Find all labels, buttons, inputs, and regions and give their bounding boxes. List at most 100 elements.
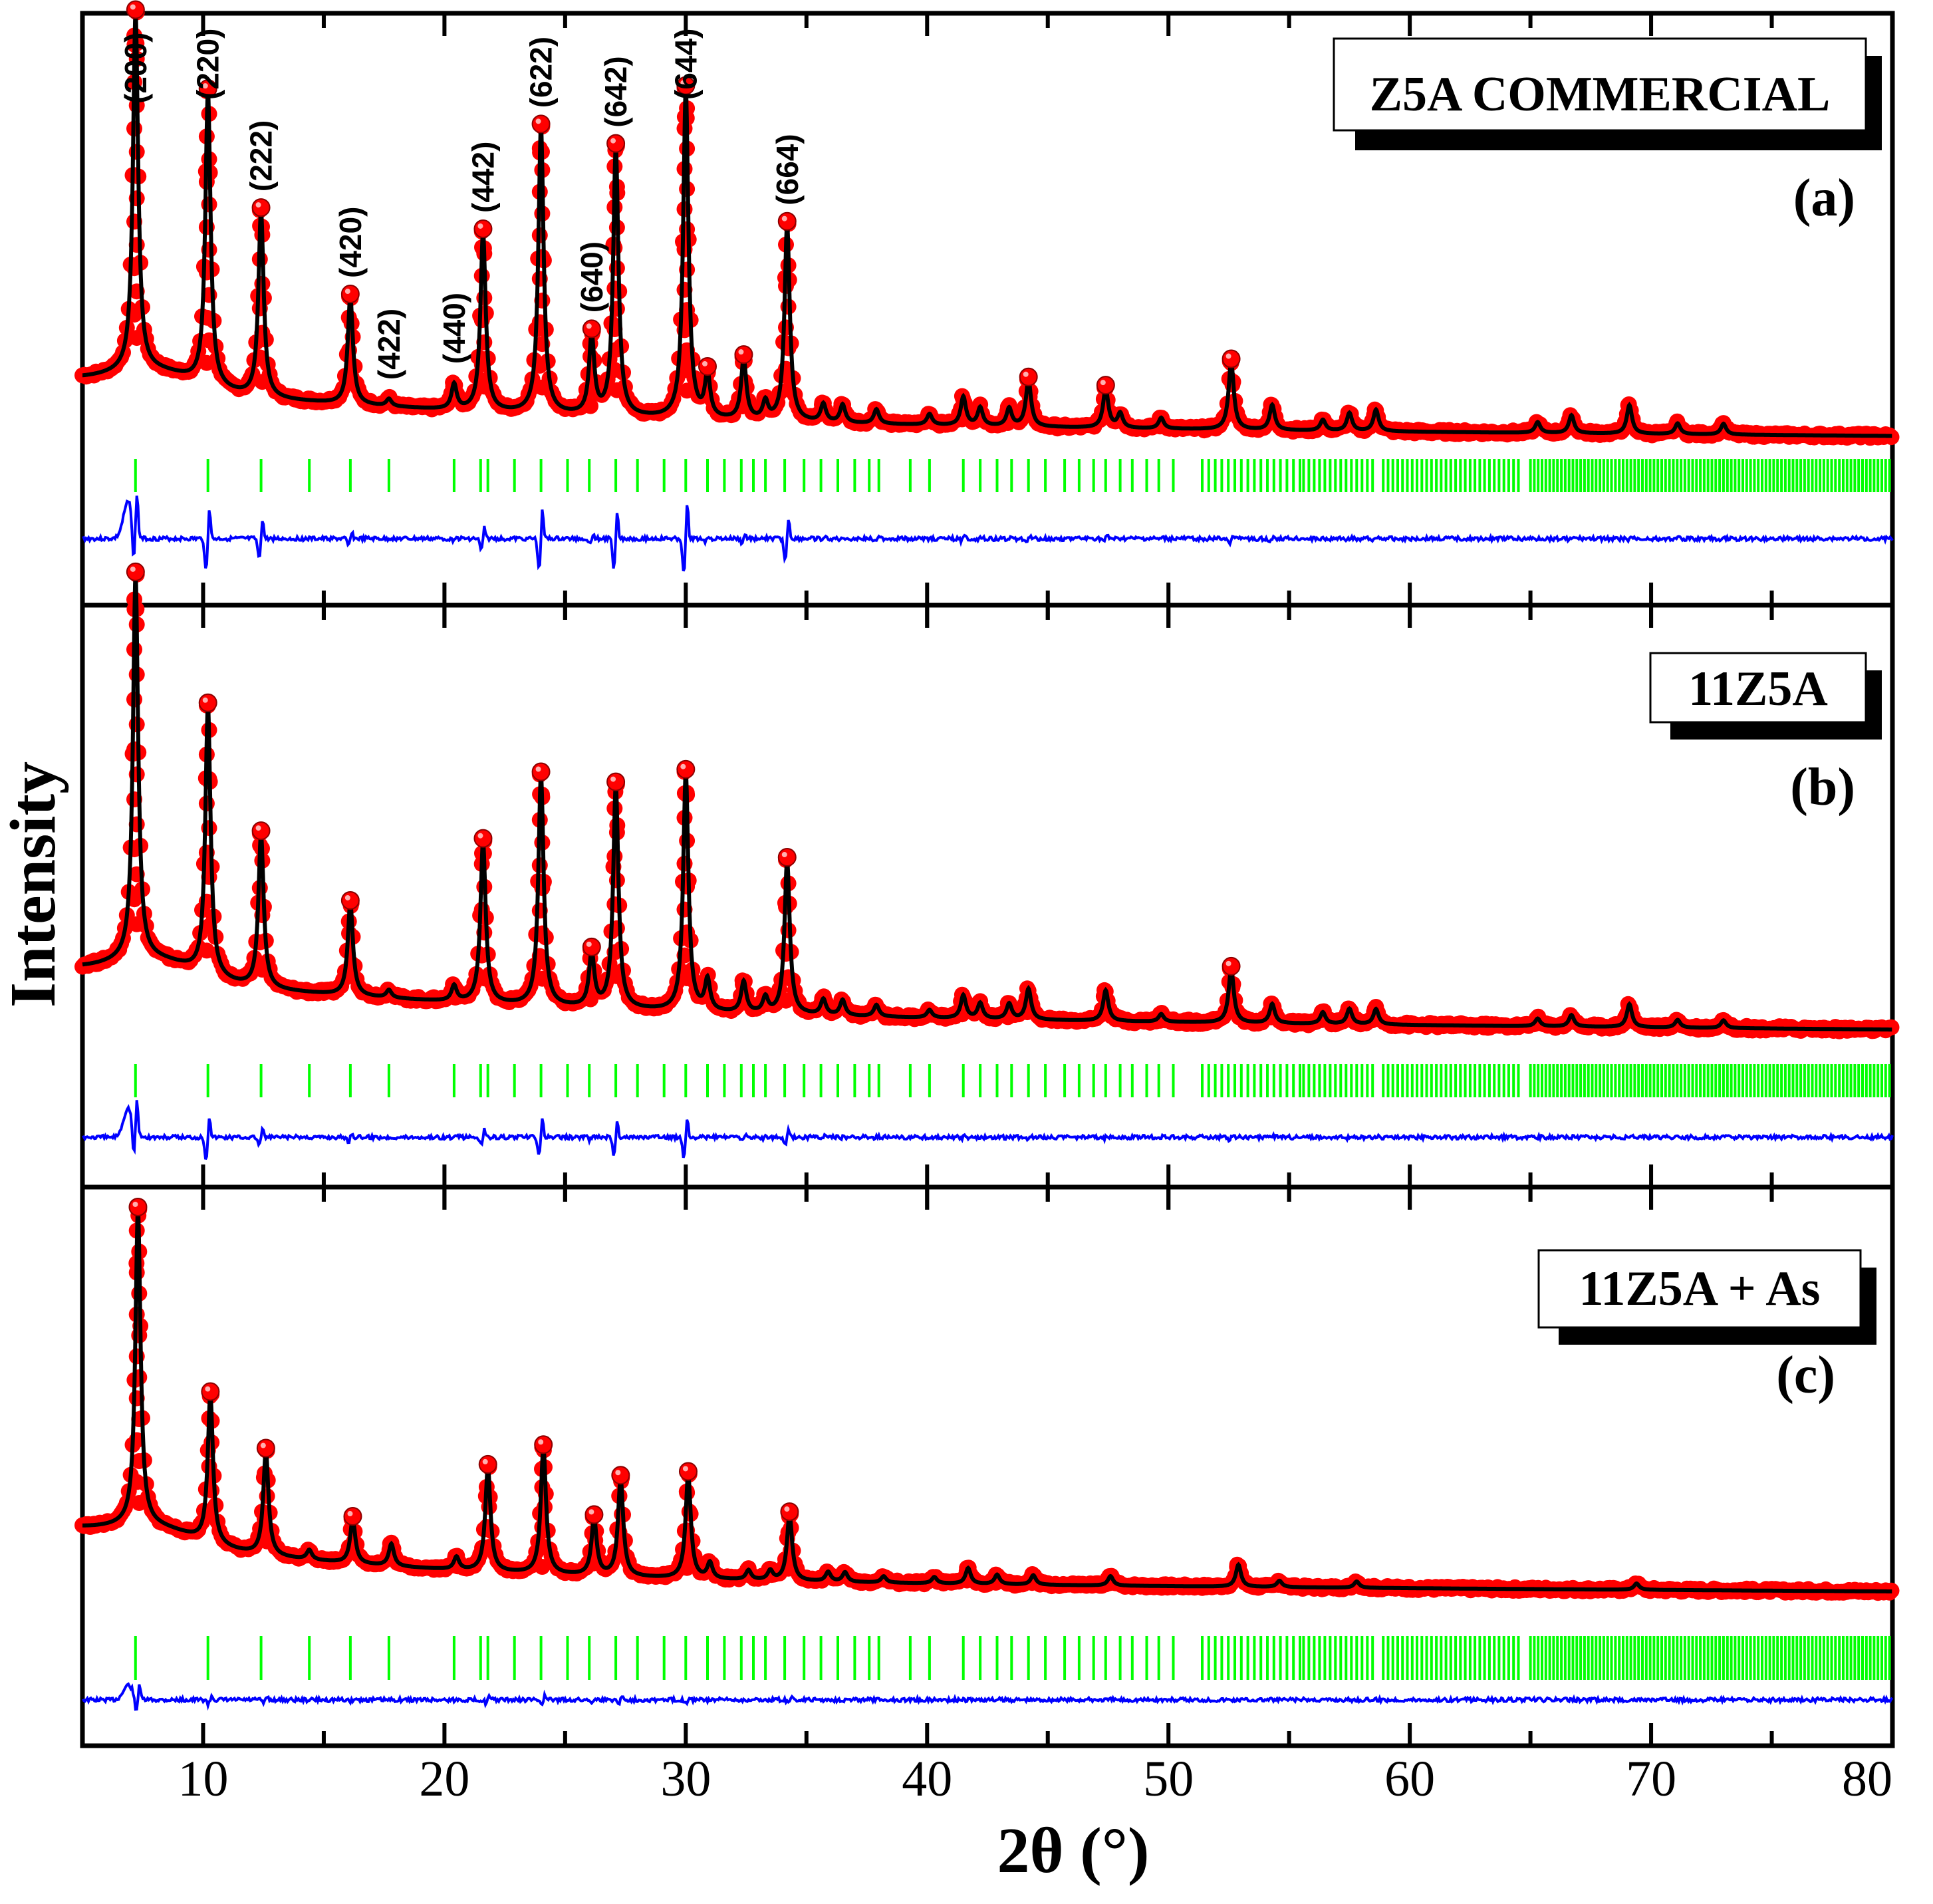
peak-highlight [680,80,686,86]
panel-a-peak-max-markers [126,0,1241,395]
peak-highlight [347,1511,353,1517]
peak-highlight [586,323,592,329]
peak-max-marker [478,1454,497,1474]
peak-highlight [344,894,350,900]
peak-max-marker [606,772,626,791]
panel-a-miller-labels: (200) (220) (222) (420)(422) (440) (442) (622)… [118,29,805,380]
peak-highlight [255,202,261,208]
miller-index-label: (642) [598,56,633,127]
x-tick-label: 10 [178,1751,228,1807]
peak-max-marker [251,821,271,841]
peak-highlight [477,833,483,839]
peak-highlight [202,697,208,703]
peak-max-marker [698,356,717,376]
peak-highlight [538,1439,544,1445]
peak-max-marker [1019,367,1038,386]
peak-highlight [781,215,787,221]
peak-highlight [1225,960,1231,966]
observed-point [476,378,493,395]
peak-max-marker [777,848,797,867]
miller-index-label: (442) [466,142,501,213]
miller-index-label: (622) [524,37,559,108]
peak-highlight [255,825,261,831]
panel-a-calculated-curve [82,12,1892,438]
x-tick-label: 60 [1384,1751,1435,1807]
peak-max-marker [611,1466,630,1485]
peak-max-marker [582,319,601,339]
miller-index-label: (640) [575,241,609,313]
peak-max-marker [1096,376,1115,395]
x-tick-label: 70 [1626,1751,1676,1807]
peak-max-marker [734,345,753,364]
peak-max-marker [584,1505,604,1524]
peak-highlight [702,360,708,366]
peak-highlight [202,83,208,89]
observed-point [128,916,145,932]
panel-c-legend-box: 11Z5A + As [1537,1249,1876,1345]
x-tick-labels: 10 20 30 40 50 60 70 80 [178,1751,1892,1807]
peak-highlight [482,1458,488,1464]
panel-c-difference-curve [82,1682,1894,1711]
panel-c-sample-label: 11Z5A + As [1579,1262,1821,1316]
peak-highlight [1225,353,1231,359]
peak-max-marker [343,1507,362,1526]
panel-b-ticks [201,605,1774,1210]
x-tick-label: 20 [419,1751,469,1807]
peak-max-marker [473,829,493,848]
x-tick-label: 30 [660,1751,711,1807]
miller-index-label: (222) [244,120,279,192]
peak-highlight [784,1506,790,1512]
panel-a-group: (200) (220) (222) (420)(422) (440) (442) (622)… [74,0,1900,628]
peak-highlight [738,349,744,355]
panel-a-observed-points [74,4,1900,446]
observed-point [131,1495,148,1511]
peak-highlight [682,1466,688,1472]
peak-highlight [132,1201,138,1207]
peak-highlight [130,566,136,572]
peak-highlight [1023,371,1029,377]
x-axis-title: 2θ (°) [997,1815,1149,1887]
panel-b-observed-points [74,566,1900,1039]
peak-highlight [610,776,616,782]
peak-highlight [130,4,136,10]
observed-point [534,379,551,396]
observed-point [254,374,271,390]
panel-a-bragg-ticks [134,459,1891,492]
peak-max-marker [780,1502,799,1522]
peak-highlight [477,223,483,229]
x-tick-label: 40 [902,1751,952,1807]
peak-max-marker [126,562,145,581]
observed-point [128,330,145,346]
observed-point [534,1559,551,1575]
panel-b-difference-curve [82,1100,1894,1160]
observed-point [608,382,625,398]
peak-highlight [615,1470,621,1476]
peak-max-marker [251,198,271,217]
peak-highlight [588,1509,594,1515]
panel-b-calculated-curve [82,574,1892,1032]
panel-b-legend-box: 11Z5A [1649,652,1882,740]
peak-max-marker [1222,956,1241,976]
peak-max-marker [534,1435,553,1454]
peak-max-marker [198,693,217,712]
peak-max-marker [531,114,551,134]
panel-c-group: 11Z5A + As (c) [74,1184,1900,1748]
peak-highlight [680,763,686,769]
panel-c-bragg-ticks [134,1636,1891,1680]
panel-a-letter: (a) [1793,169,1855,227]
observed-point [1883,1019,1900,1035]
peak-max-marker [256,1438,275,1458]
observed-point [198,942,215,959]
peak-max-marker [606,134,626,153]
miller-index-label: (440) [437,293,471,364]
x-tick-label: 50 [1143,1751,1194,1807]
panel-b-sample-label: 11Z5A [1688,662,1828,716]
miller-index-label: (420) [333,207,368,278]
peak-max-marker [128,1197,148,1216]
peak-max-marker [676,759,696,779]
observed-point [582,398,598,414]
observed-point [676,362,693,378]
observed-point [198,354,215,371]
miller-index-label: (200) [118,33,153,104]
